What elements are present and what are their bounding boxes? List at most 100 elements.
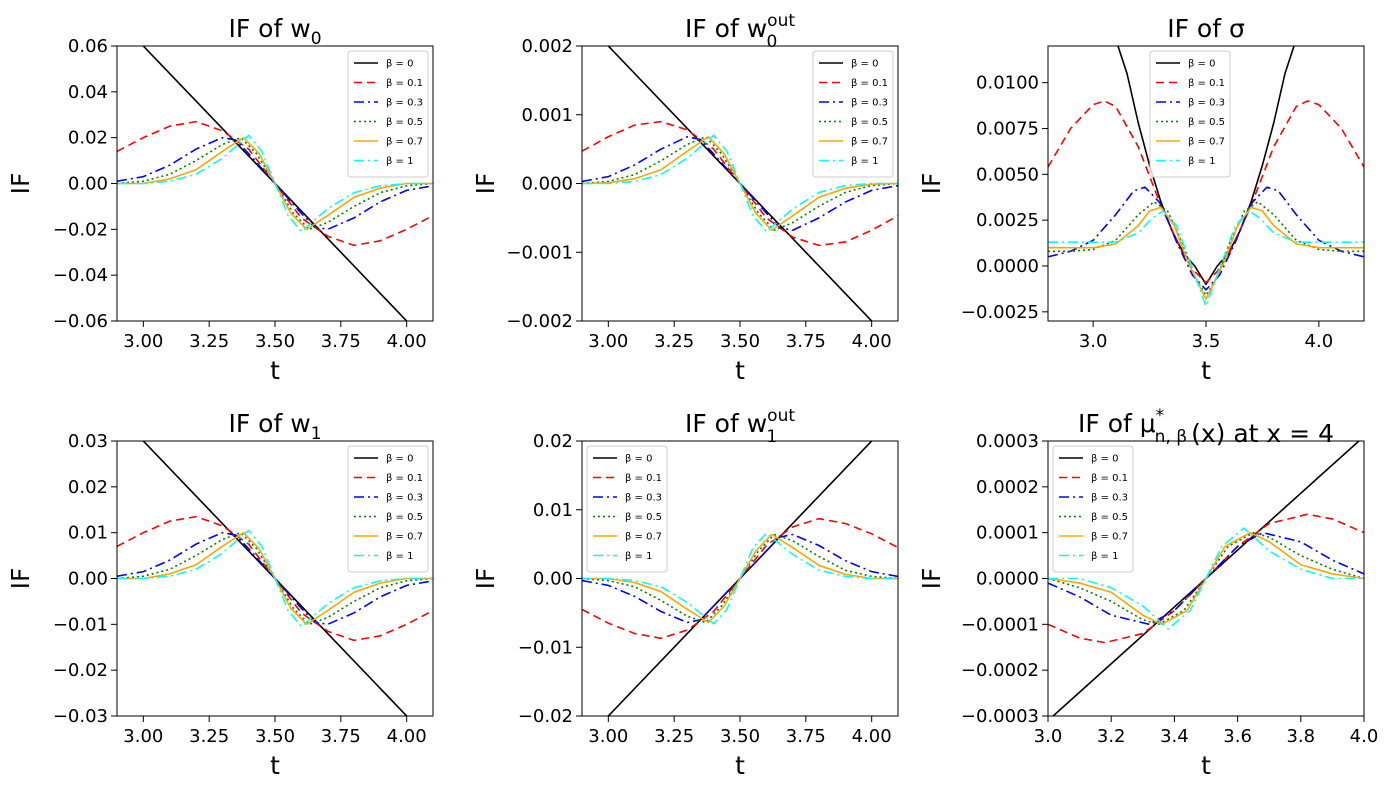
legend-label: β = 0.7	[851, 137, 888, 148]
legend-label: β = 0.1	[1188, 78, 1225, 89]
series-line	[582, 533, 898, 624]
y-axis-label: IF	[471, 568, 500, 590]
series-line	[1048, 531, 1364, 626]
series-group	[117, 441, 433, 716]
x-tick-label: 3.00	[123, 331, 163, 352]
y-tick-label: 0.0001	[976, 523, 1039, 544]
series-group	[582, 441, 898, 716]
legend-label: β = 0.1	[386, 473, 423, 484]
legend-label: β = 0.7	[386, 137, 423, 148]
series-line	[1048, 206, 1364, 300]
legend-label: β = 1	[1188, 156, 1215, 167]
legend-label: β = 0.3	[1091, 493, 1128, 504]
x-axis-label: t	[1201, 356, 1211, 385]
y-axis-label: IF	[6, 173, 35, 195]
y-tick-label: −0.0002	[961, 660, 1039, 681]
x-tick-label: 3.50	[720, 726, 760, 747]
y-tick-label: 0.01	[533, 500, 573, 521]
legend-label: β = 0.3	[386, 98, 423, 109]
x-axis-label: t	[735, 356, 745, 385]
chart-title: IF of μ* n, β (x) at x = 4	[1078, 406, 1334, 448]
panel-w1: 3.00 3.25 3.50 3.75 4.00 −0.03 −0.02 −0.01 0.00 0…	[6, 409, 434, 780]
y-axis-label: IF	[917, 568, 946, 590]
series-line	[1048, 186, 1364, 291]
y-tick-label: 0.0003	[976, 431, 1039, 452]
series-line	[1048, 210, 1364, 308]
series-line	[1048, 100, 1364, 284]
y-tick-label: 0.002	[521, 36, 573, 57]
x-tick-label: 3.00	[123, 726, 163, 747]
x-tick-label: 3.75	[786, 726, 826, 747]
x-axis-label: t	[735, 751, 745, 780]
chart-title: IF of σ	[1167, 14, 1245, 43]
legend-label: β = 0	[625, 454, 652, 465]
legend-label: β = 0.7	[1091, 532, 1128, 543]
x-tick-label: 3.25	[189, 331, 229, 352]
y-tick-label: −0.0001	[961, 614, 1039, 635]
y-tick-label: 0.0000	[976, 569, 1039, 590]
legend-label: β = 1	[386, 551, 413, 562]
x-tick-label: 4.00	[387, 726, 427, 747]
x-tick-label: 4.00	[852, 726, 892, 747]
y-tick-label: 0.000	[521, 174, 573, 195]
series-line	[582, 134, 898, 233]
y-tick-label: 0.001	[521, 105, 573, 126]
legend-label: β = 1	[386, 156, 413, 167]
series-line	[117, 134, 433, 233]
y-tick-label: 0.04	[68, 82, 108, 103]
y-tick-label: −0.02	[53, 219, 108, 240]
y-tick-label: −0.06	[53, 311, 108, 332]
legend-label: β = 0.5	[386, 512, 423, 523]
y-tick-label: 0.0025	[976, 210, 1039, 231]
legend-label: β = 0.5	[1091, 512, 1128, 523]
legend-label: β = 0.1	[625, 473, 662, 484]
x-tick-label: 3.00	[588, 331, 628, 352]
x-tick-label: 3.25	[654, 726, 694, 747]
y-tick-label: −0.02	[53, 660, 108, 681]
chart-title: IF of wout 1	[685, 406, 795, 447]
legend: β = 0 β = 0.1 β = 0.3 β = 0.5 β = 0.7 β = 1	[812, 50, 894, 178]
y-axis-label: IF	[471, 173, 500, 195]
x-axis-label: t	[1201, 751, 1211, 780]
legend-label: β = 1	[1091, 551, 1118, 562]
legend-label: β = 0.3	[1188, 98, 1225, 109]
x-tick-label: 3.5	[1192, 331, 1221, 352]
y-tick-label: −0.001	[506, 242, 573, 263]
y-tick-label: −0.002	[506, 311, 573, 332]
x-tick-label: 4.0	[1350, 726, 1379, 747]
x-tick-label: 3.25	[654, 331, 694, 352]
y-tick-label: 0.0000	[976, 256, 1039, 277]
y-tick-label: 0.06	[68, 36, 108, 57]
x-tick-label: 3.00	[588, 726, 628, 747]
legend-label: β = 0.1	[851, 78, 888, 89]
legend-label: β = 1	[851, 156, 878, 167]
y-tick-label: −0.04	[53, 265, 108, 286]
series-line	[582, 532, 898, 625]
x-tick-label: 3.8	[1286, 726, 1315, 747]
y-axis-label: IF	[6, 568, 35, 590]
legend-label: β = 0	[386, 454, 413, 465]
x-axis-label: t	[270, 751, 280, 780]
y-tick-label: 0.0002	[976, 477, 1039, 498]
y-tick-label: 0.02	[68, 477, 108, 498]
y-tick-label: 0.00	[533, 569, 573, 590]
x-tick-label: 4.00	[387, 331, 427, 352]
x-axis-label: t	[270, 356, 280, 385]
x-tick-label: 4.00	[852, 331, 892, 352]
series-line	[582, 135, 898, 232]
legend: β = 0 β = 0.1 β = 0.3 β = 0.5 β = 0.7 β = 1	[586, 445, 668, 573]
x-tick-label: 3.75	[321, 726, 361, 747]
x-tick-label: 3.50	[255, 331, 295, 352]
y-tick-label: 0.00	[68, 569, 108, 590]
y-tick-label: 0.02	[533, 431, 573, 452]
x-tick-label: 3.50	[720, 331, 760, 352]
y-tick-label: −0.03	[53, 706, 108, 727]
legend-label: β = 0.7	[625, 532, 662, 543]
series-line	[1048, 527, 1364, 630]
legend-label: β = 0.3	[625, 493, 662, 504]
legend-label: β = 0.1	[1091, 473, 1128, 484]
legend-label: β = 0	[1188, 59, 1215, 70]
legend-label: β = 0	[851, 59, 878, 70]
y-tick-label: 0.01	[68, 523, 108, 544]
y-tick-label: 0.0100	[976, 73, 1039, 94]
